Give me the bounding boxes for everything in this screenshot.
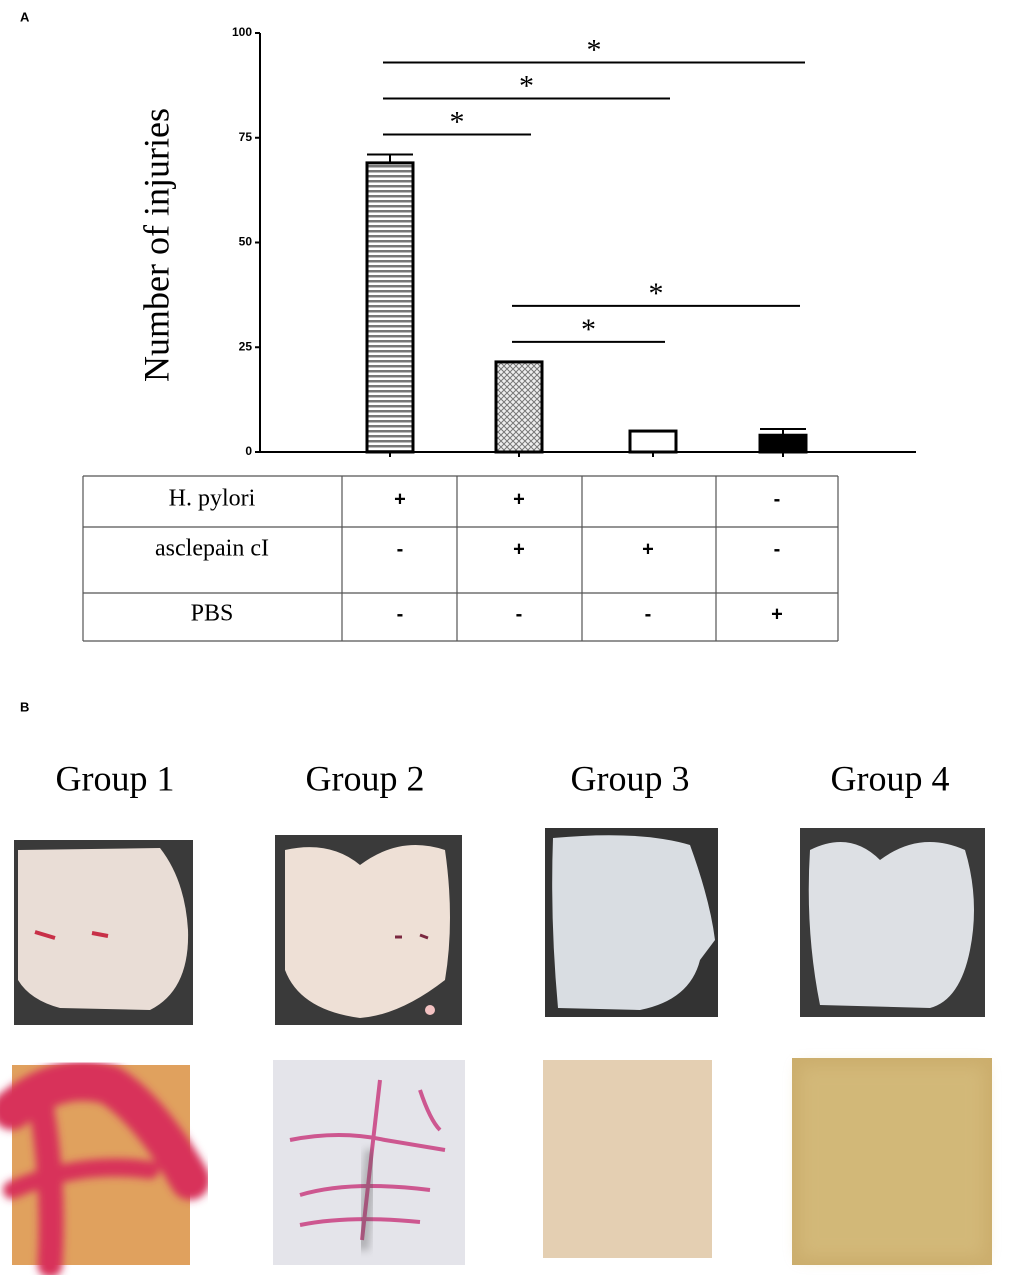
significance-label: * bbox=[519, 69, 534, 102]
photo-top-2 bbox=[275, 835, 462, 1025]
table-cell: + bbox=[513, 488, 525, 510]
panel-label: A bbox=[20, 9, 30, 24]
group-title: Group 1 bbox=[56, 758, 175, 798]
axes bbox=[259, 33, 916, 453]
y-axis-label: Number of injuries bbox=[136, 108, 176, 382]
table-cell: - bbox=[774, 538, 781, 560]
y-tick-label: 0 bbox=[245, 444, 252, 458]
y-tick-label: 50 bbox=[239, 235, 253, 249]
table-cell: - bbox=[645, 603, 652, 625]
significance-label: * bbox=[450, 105, 465, 138]
panel-label: B bbox=[20, 699, 29, 714]
table-cell: + bbox=[513, 538, 525, 560]
significance-label: * bbox=[581, 313, 596, 346]
table-cell: - bbox=[774, 488, 781, 510]
y-tick-label: 25 bbox=[239, 339, 253, 353]
table-cell: - bbox=[397, 538, 404, 560]
group-title: Group 3 bbox=[571, 758, 690, 798]
bar bbox=[365, 161, 415, 454]
bar bbox=[628, 429, 678, 454]
photo-bottom-2 bbox=[273, 1060, 465, 1265]
y-tick-label: 75 bbox=[239, 130, 253, 144]
row-label: asclepain cI bbox=[155, 536, 269, 562]
row-label: PBS bbox=[191, 601, 234, 627]
photo-bottom-1 bbox=[0, 1060, 210, 1275]
y-tick-label: 100 bbox=[232, 25, 252, 39]
group-title: Group 4 bbox=[831, 758, 950, 798]
table-cell: + bbox=[642, 538, 654, 560]
group-title: Group 2 bbox=[306, 758, 425, 798]
bar bbox=[494, 360, 544, 454]
table-cell: + bbox=[771, 603, 783, 625]
table-cell: - bbox=[397, 603, 404, 625]
photo-bottom-4 bbox=[792, 1058, 992, 1265]
bar bbox=[758, 433, 808, 454]
row-label: H. pylori bbox=[169, 486, 256, 512]
photo-top-1 bbox=[14, 840, 193, 1025]
table-cell: - bbox=[516, 603, 523, 625]
table-cell: + bbox=[394, 488, 406, 510]
significance-label: * bbox=[587, 33, 602, 66]
photo-bottom-3 bbox=[543, 1060, 712, 1258]
table-grid bbox=[82, 475, 839, 642]
significance-label: * bbox=[649, 277, 664, 310]
photo-top-4 bbox=[800, 828, 985, 1017]
photo-top-3 bbox=[545, 828, 718, 1017]
